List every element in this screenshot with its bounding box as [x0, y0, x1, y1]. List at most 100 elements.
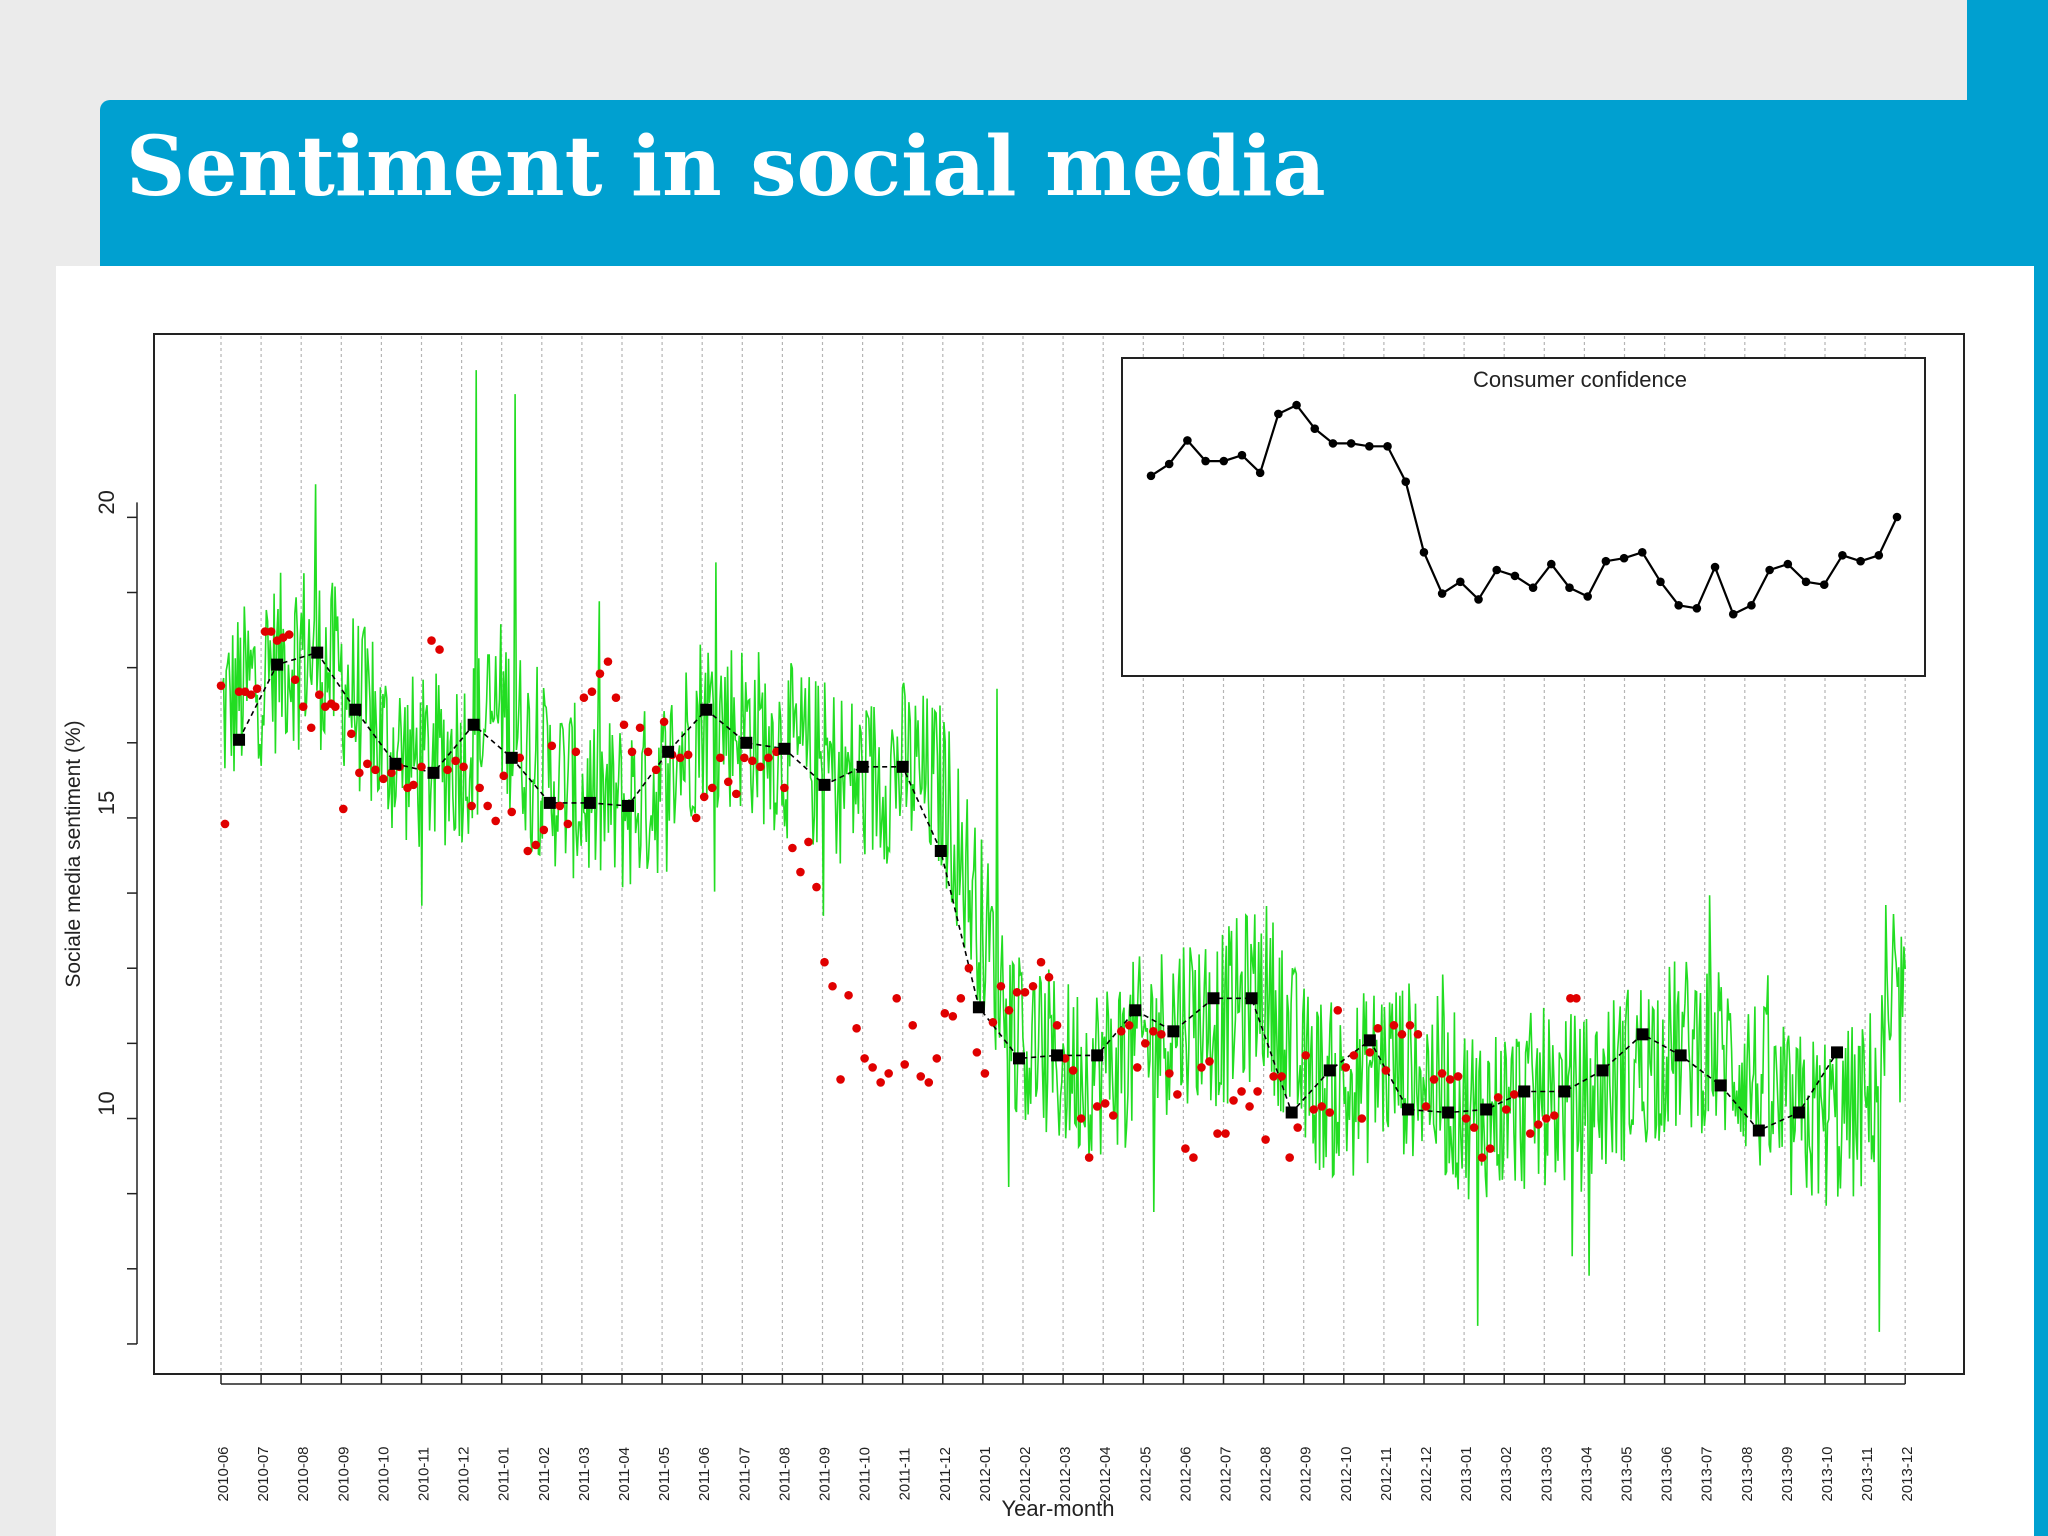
weekly-average-point [828, 981, 837, 991]
monthly-average-point [1792, 1106, 1805, 1119]
weekly-average-point [467, 801, 476, 811]
weekly-average-point [363, 759, 372, 769]
weekly-average-point [1100, 1099, 1110, 1108]
weekly-average-point [475, 783, 484, 793]
consumer-confidence-point [1274, 409, 1283, 419]
monthly-average-point [389, 757, 402, 770]
x-tick-label: 2013-02 [1498, 1446, 1515, 1501]
weekly-average-point [571, 747, 581, 757]
consumer-confidence-point [1747, 601, 1756, 610]
x-tick-label: 2012-10 [1338, 1446, 1355, 1501]
consumer-confidence-point [1456, 577, 1465, 587]
x-tick-label: 2010-08 [295, 1446, 312, 1501]
weekly-average-point [1437, 1069, 1447, 1078]
weekly-average-point [387, 768, 396, 778]
weekly-average-point [379, 774, 388, 784]
weekly-average-point [260, 627, 270, 636]
weekly-average-point [812, 882, 821, 892]
weekly-average-point [1533, 1120, 1543, 1129]
weekly-average-point [1149, 1027, 1158, 1036]
consumer-confidence-point [1728, 609, 1738, 619]
monthly-average-point [1323, 1064, 1336, 1077]
x-tick-label: 2012-05 [1137, 1446, 1154, 1501]
x-tick-label: 2011-01 [496, 1447, 513, 1501]
weekly-average-point [1020, 987, 1030, 997]
monthly-average-point [818, 778, 831, 791]
weekly-average-point [1381, 1066, 1391, 1075]
weekly-average-point [1421, 1102, 1431, 1111]
consumer-confidence-point [1783, 559, 1793, 569]
weekly-average-point [417, 762, 426, 772]
consumer-confidence-point [1765, 565, 1774, 575]
monthly-average-point [271, 658, 284, 671]
weekly-average-point [1405, 1021, 1415, 1030]
title-banner: Sentiment in social media [100, 100, 1967, 268]
weekly-average-point [619, 720, 629, 730]
monthly-average-point [1752, 1124, 1765, 1137]
x-tick-label: 2011-04 [616, 1447, 633, 1501]
monthly-average-point [583, 796, 596, 809]
weekly-average-point [996, 981, 1006, 991]
weekly-average-point [683, 750, 693, 760]
inset-frame [1121, 357, 1926, 677]
weekly-average-point [916, 1072, 926, 1081]
monthly-average-point [896, 760, 909, 773]
weekly-average-point [1509, 1090, 1519, 1099]
weekly-average-points [216, 627, 1581, 1162]
weekly-average-point [1076, 1114, 1086, 1123]
x-tick-label: 2010-06 [215, 1446, 232, 1501]
weekly-average-point [555, 801, 565, 811]
y-axis: 10 15 20 [94, 490, 138, 1345]
x-tick-label: 2010-12 [456, 1446, 473, 1501]
weekly-average-point [1092, 1102, 1102, 1111]
weekly-average-point [1525, 1129, 1535, 1138]
x-tick-label: 2013-09 [1779, 1446, 1796, 1501]
consumer-confidence-point [1801, 577, 1811, 587]
weekly-average-point [932, 1054, 942, 1063]
monthly-average-point [1051, 1049, 1064, 1062]
y-tick-label: 15 [94, 791, 119, 815]
weekly-average-point [956, 993, 966, 1003]
monthly-average-point [1207, 992, 1220, 1005]
consumer-confidence-point [1437, 589, 1447, 598]
weekly-average-point [1566, 993, 1575, 1003]
weekly-average-point [1285, 1153, 1294, 1162]
weekly-average-point [290, 675, 300, 684]
weekly-average-point [731, 789, 741, 799]
weekly-average-point [491, 816, 500, 826]
weekly-average-point [1357, 1114, 1367, 1123]
weekly-average-point [347, 729, 356, 739]
weekly-average-point [659, 717, 669, 727]
consumer-confidence-point [1819, 580, 1829, 590]
weekly-average-point [691, 813, 701, 823]
weekly-average-point [1116, 1027, 1126, 1036]
weekly-average-point [1165, 1069, 1174, 1078]
weekly-average-point [483, 801, 492, 811]
consumer-confidence-point [1146, 471, 1156, 481]
x-tick-label: 2011-05 [656, 1447, 673, 1501]
weekly-average-point [788, 843, 797, 853]
monthly-average-point [1714, 1079, 1727, 1092]
consumer-confidence-point [1510, 571, 1520, 581]
weekly-average-point [988, 1018, 998, 1027]
weekly-average-point [980, 1069, 990, 1078]
weekly-average-point [531, 840, 541, 850]
weekly-average-point [780, 783, 789, 793]
weekly-average-point [948, 1012, 958, 1021]
weekly-average-point [1477, 1153, 1487, 1162]
consumer-confidence-point [1237, 450, 1247, 460]
weekly-average-point [547, 741, 557, 751]
x-tick-label: 2013-12 [1899, 1446, 1916, 1501]
x-tick-label: 2010-07 [255, 1446, 272, 1501]
monthly-average-point [934, 844, 947, 857]
weekly-average-point [266, 627, 276, 636]
weekly-average-point [876, 1078, 885, 1087]
monthly-average-point [505, 751, 518, 764]
monthly-average-point [1442, 1106, 1455, 1119]
weekly-average-point [435, 645, 444, 654]
weekly-average-point [1213, 1129, 1222, 1138]
weekly-average-point [1084, 1153, 1094, 1162]
weekly-average-point [1397, 1030, 1407, 1039]
monthly-average-points [233, 646, 1844, 1137]
weekly-average-point [707, 783, 717, 793]
